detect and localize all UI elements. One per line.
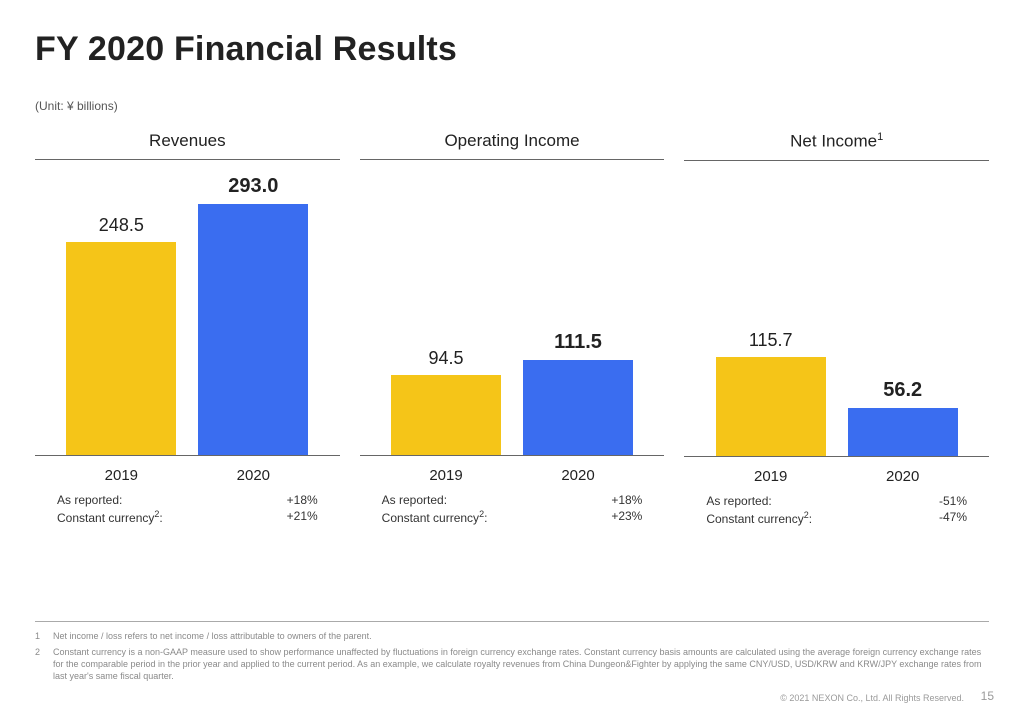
- metrics-value: -51%: [939, 494, 967, 508]
- panel-title: Operating Income: [360, 131, 665, 151]
- bars-container: 248.5 293.0: [35, 168, 340, 456]
- panel-title-wrap: Revenues: [35, 125, 340, 168]
- footnote-num: 1: [35, 630, 45, 642]
- panel-title-wrap: Net Income1: [684, 125, 989, 169]
- metrics-key-sup: 2: [479, 509, 484, 519]
- page-title: FY 2020 Financial Results: [35, 30, 989, 69]
- bar-value-label: 111.5: [554, 331, 602, 354]
- year-row: 2019 2020: [35, 467, 340, 484]
- bar-wrap: 293.0: [198, 175, 308, 456]
- metrics-row: As reported: -51%: [684, 493, 989, 509]
- bar-value-label: 293.0: [228, 175, 278, 198]
- panel-title-sup: 1: [877, 131, 883, 143]
- chart-area: 248.5293.020192020: [35, 168, 340, 478]
- metrics-value: +18%: [287, 493, 318, 507]
- bar: [66, 242, 176, 456]
- metrics-value: +18%: [611, 493, 642, 507]
- metrics-key: Constant currency2:: [706, 510, 812, 526]
- metrics-row: Constant currency2: +23%: [360, 508, 665, 526]
- chart-area: 115.756.220192020: [684, 169, 989, 479]
- panel-title-rule: [360, 159, 665, 160]
- bar-value-label: 115.7: [749, 330, 793, 351]
- bar-wrap: 94.5: [391, 348, 501, 456]
- bars-container: 94.5 111.5: [360, 168, 665, 456]
- metrics-value: -47%: [939, 510, 967, 526]
- copyright: © 2021 NEXON Co., Ltd. All Rights Reserv…: [780, 693, 964, 703]
- footnote-text: Constant currency is a non-GAAP measure …: [53, 646, 989, 682]
- unit-label: (Unit: ¥ billions): [35, 99, 989, 113]
- footnote: 2Constant currency is a non-GAAP measure…: [35, 646, 989, 682]
- metrics-key: As reported:: [382, 493, 447, 507]
- bar-value-label: 248.5: [99, 215, 144, 236]
- metrics-value: +23%: [611, 509, 642, 525]
- bars-container: 115.7 56.2: [684, 169, 989, 457]
- footnote-text: Net income / loss refers to net income /…: [53, 630, 372, 642]
- bar-wrap: 111.5: [523, 331, 633, 456]
- x-axis: [360, 455, 665, 456]
- metrics-key: Constant currency2:: [57, 509, 163, 525]
- bar-year-label: 2019: [716, 468, 826, 485]
- bar-wrap: 115.7: [716, 330, 826, 457]
- footnote: 1 Net income / loss refers to net income …: [35, 630, 989, 642]
- metrics: As reported: -51% Constant currency2: -47%: [684, 493, 989, 527]
- chart-area: 94.5111.520192020: [360, 168, 665, 478]
- panel-title-rule: [35, 159, 340, 160]
- bar-value-label: 56.2: [883, 379, 922, 402]
- bar: [523, 360, 633, 456]
- metrics-key: As reported:: [706, 494, 771, 508]
- page-number: 15: [981, 689, 994, 703]
- bar-wrap: 56.2: [848, 379, 958, 456]
- metrics-key: Constant currency2:: [382, 509, 488, 525]
- metrics-value: +21%: [287, 509, 318, 525]
- bar-year-label: 2020: [198, 467, 308, 484]
- metrics-key-sup: 2: [154, 509, 159, 519]
- metrics-row: As reported: +18%: [35, 492, 340, 508]
- x-axis: [684, 456, 989, 457]
- bar-year-label: 2019: [391, 467, 501, 484]
- metrics-row: Constant currency2: -47%: [684, 509, 989, 527]
- bar: [716, 357, 826, 457]
- chart-panel: Net Income1 115.7 56.2 2019 2020 As reported:…: [684, 125, 989, 527]
- metrics-key: As reported:: [57, 493, 122, 507]
- chart-panel: Operating Income 94.5 111.5 2019 2020 As repo…: [360, 125, 665, 527]
- footnotes: 1 Net income / loss refers to net income …: [35, 621, 989, 685]
- footnote-num: 2: [35, 646, 45, 682]
- bar: [848, 408, 958, 456]
- panel-title: Net Income1: [684, 131, 989, 152]
- chart-panels: Revenues 248.5 293.0 2019 2020 As reported: +1…: [35, 125, 989, 527]
- slide: FY 2020 Financial Results (Unit: ¥ billi…: [0, 0, 1024, 711]
- bar-wrap: 248.5: [66, 215, 176, 456]
- panel-title: Revenues: [35, 131, 340, 151]
- chart-panel: Revenues 248.5 293.0 2019 2020 As reported: +1…: [35, 125, 340, 527]
- metrics-key-sup: 2: [804, 510, 809, 520]
- bar-year-label: 2020: [848, 468, 958, 485]
- year-row: 2019 2020: [360, 467, 665, 484]
- bar-year-label: 2019: [66, 467, 176, 484]
- metrics-row: Constant currency2: +21%: [35, 508, 340, 526]
- x-axis: [35, 455, 340, 456]
- panel-title-rule: [684, 160, 989, 161]
- year-row: 2019 2020: [684, 468, 989, 485]
- bar: [198, 204, 308, 456]
- bar: [391, 375, 501, 456]
- bar-year-label: 2020: [523, 467, 633, 484]
- metrics: As reported: +18% Constant currency2: +23%: [360, 492, 665, 526]
- panel-title-wrap: Operating Income: [360, 125, 665, 168]
- metrics-row: As reported: +18%: [360, 492, 665, 508]
- metrics: As reported: +18% Constant currency2: +21%: [35, 492, 340, 526]
- bar-value-label: 94.5: [428, 348, 463, 369]
